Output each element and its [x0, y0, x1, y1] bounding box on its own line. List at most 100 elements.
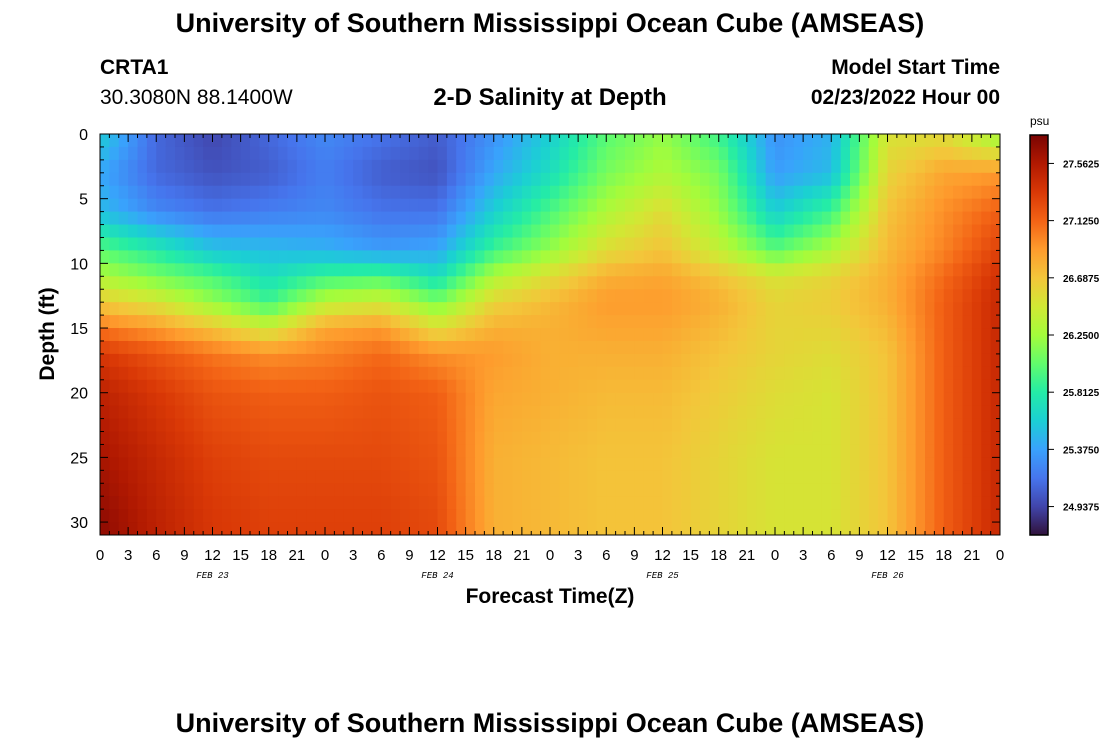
heatmap-cell — [353, 185, 364, 200]
heatmap-cell — [803, 315, 814, 329]
heatmap-cell — [990, 237, 1000, 252]
heatmap-cell — [315, 405, 326, 420]
heatmap-cell — [906, 379, 917, 394]
heatmap-cell — [850, 224, 860, 239]
heatmap-cell — [259, 509, 270, 523]
heatmap-cell — [634, 509, 645, 523]
heatmap-cell — [550, 470, 560, 484]
heatmap-cell — [268, 224, 279, 239]
heatmap-cell — [128, 340, 139, 355]
heatmap-cell — [625, 483, 635, 497]
heatmap-cell — [221, 522, 232, 535]
heatmap-cell — [437, 496, 448, 510]
heatmap-cell — [287, 444, 298, 458]
heatmap-cell — [418, 496, 429, 510]
heatmap-cell — [175, 185, 185, 200]
heatmap-cell — [287, 328, 298, 342]
heatmap-cell — [812, 509, 823, 523]
heatmap-cell — [962, 340, 973, 355]
heatmap-cell — [315, 134, 326, 148]
heatmap-cell — [990, 457, 1000, 471]
heatmap-cell — [306, 509, 317, 523]
heatmap-cell — [531, 263, 542, 277]
heatmap-cell — [521, 509, 532, 523]
heatmap-cell — [906, 224, 917, 239]
heatmap-cell — [193, 444, 204, 458]
heatmap-cell — [109, 444, 120, 458]
heatmap-cell — [615, 431, 626, 446]
heatmap-cell — [728, 237, 739, 252]
heatmap-cell — [250, 263, 260, 277]
heatmap-cell — [578, 522, 589, 535]
heatmap-cell — [118, 457, 129, 471]
heatmap-cell — [840, 198, 851, 213]
heatmap-cell — [784, 379, 795, 394]
heatmap-cell — [371, 159, 382, 174]
heatmap-cell — [812, 263, 823, 277]
heatmap-cell — [700, 211, 710, 226]
heatmap-cell — [859, 159, 870, 174]
heatmap-cell — [934, 315, 945, 329]
heatmap-cell — [156, 134, 167, 148]
heatmap-cell — [400, 315, 410, 329]
heatmap-cell — [428, 431, 439, 446]
heatmap-cell — [306, 302, 317, 316]
heatmap-cell — [315, 340, 326, 355]
heatmap-cell — [943, 379, 954, 394]
heatmap-cell — [568, 353, 579, 368]
heatmap-cell — [606, 496, 617, 510]
heatmap-cell — [728, 134, 739, 148]
heatmap-cell — [896, 457, 907, 471]
heatmap-cell — [578, 211, 589, 226]
heatmap-cell — [381, 276, 392, 290]
heatmap-cell — [231, 315, 242, 329]
heatmap-cell — [240, 483, 251, 497]
heatmap-cell — [287, 276, 298, 290]
heatmap-cell — [868, 159, 879, 174]
heatmap-cell — [390, 457, 401, 471]
heatmap-cell — [671, 353, 682, 368]
heatmap-cell — [868, 470, 879, 484]
heatmap-cell — [400, 470, 410, 484]
heatmap-cell — [165, 353, 176, 368]
heatmap-cell — [221, 457, 232, 471]
heatmap-cell — [278, 263, 289, 277]
heatmap-cell — [250, 392, 260, 407]
heatmap-cell — [128, 211, 139, 226]
heatmap-cell — [381, 522, 392, 535]
heatmap-cell — [306, 263, 317, 277]
heatmap-cell — [568, 444, 579, 458]
heatmap-cell — [700, 263, 710, 277]
heatmap-cell — [784, 198, 795, 213]
heatmap-cell — [559, 211, 570, 226]
heatmap-cell — [578, 431, 589, 446]
heatmap-cell — [100, 470, 110, 484]
heatmap-cell — [953, 353, 964, 368]
heatmap-cell — [568, 418, 579, 433]
heatmap-cell — [325, 159, 335, 174]
heatmap-cell — [925, 444, 935, 458]
heatmap-cell — [362, 392, 373, 407]
heatmap-cell — [503, 185, 514, 200]
heatmap-cell — [212, 483, 223, 497]
heatmap-cell — [493, 172, 504, 187]
heatmap-cell — [100, 315, 110, 329]
heatmap-cell — [915, 379, 926, 394]
heatmap-cell — [737, 496, 748, 510]
heatmap-cell — [775, 146, 785, 161]
heatmap-cell — [390, 353, 401, 368]
heatmap-cell — [259, 444, 270, 458]
heatmap-cell — [146, 134, 157, 148]
heatmap-cell — [962, 392, 973, 407]
heatmap-cell — [990, 392, 1000, 407]
heatmap-cell — [821, 522, 832, 535]
heatmap-cell — [915, 483, 926, 497]
heatmap-cell — [231, 276, 242, 290]
heatmap-cell — [606, 185, 617, 200]
heatmap-cell — [953, 340, 964, 355]
heatmap-cell — [690, 509, 701, 523]
heatmap-cell — [446, 250, 457, 264]
heatmap-cell — [634, 211, 645, 226]
heatmap-cell — [775, 250, 785, 264]
heatmap-cell — [250, 146, 260, 161]
